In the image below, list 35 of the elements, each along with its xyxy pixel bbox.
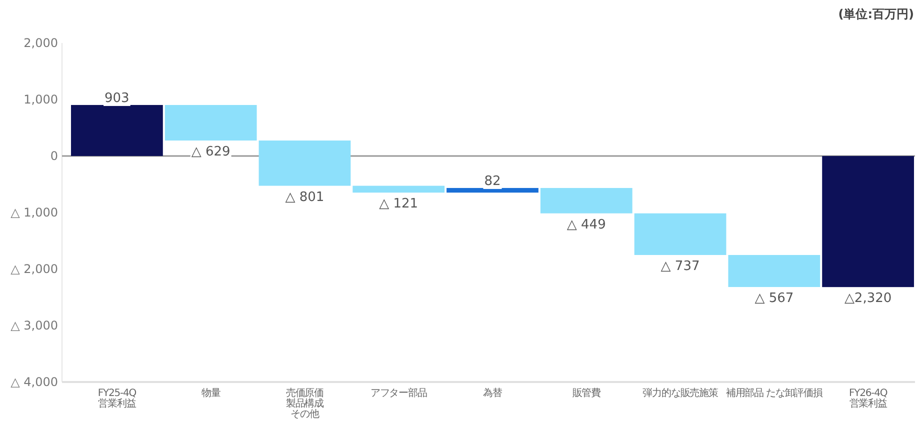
data-label: △ 737 (660, 258, 700, 274)
text: (単位:百万円) (838, 7, 914, 21)
bar (258, 140, 351, 186)
x-tick-label: FY25-4Q 営業利益 (98, 388, 137, 410)
data-label: △ 801 (285, 190, 324, 205)
bar (728, 254, 820, 288)
y-tick-label: 1,000 (24, 92, 58, 106)
data-label: △ 629 (191, 144, 230, 160)
y-tick-label: 2,000 (24, 36, 58, 50)
y-tick-label: 0 (50, 149, 58, 163)
bar (352, 186, 445, 193)
y-tick-label: △ 1,000 (10, 206, 58, 220)
x-tick-label: FY26-4Q 営業利益 (848, 388, 888, 410)
data-label: 903 (104, 90, 130, 106)
x-tick-label: 販管費 (572, 387, 602, 399)
x-tick-label: アフター部品 (370, 387, 428, 399)
bar (446, 188, 538, 193)
x-tick-label: 物量 (201, 388, 221, 399)
y-tick-label: △ 4,000 (10, 375, 58, 389)
bar (164, 104, 257, 141)
x-tick-label: 弾力的な販売施策 (642, 387, 718, 399)
y-tick-label: △ 3,000 (10, 318, 58, 332)
bar (822, 156, 914, 288)
x-tick-label: 補用部品 たな卸評価損 (726, 387, 824, 399)
x-tick-label: 売価原価製品構成その他 (286, 387, 324, 420)
data-label: △ 567 (754, 291, 794, 306)
data-label: 82 (484, 174, 501, 189)
bar (634, 213, 726, 255)
y-tick-label: △ 2,000 (10, 262, 58, 276)
x-tick-label: 為替 (483, 387, 502, 399)
data-label: △2,320 (844, 291, 892, 306)
bar (540, 188, 632, 214)
data-label: △ 449 (566, 217, 606, 232)
data-label: △ 121 (379, 196, 418, 212)
bar (71, 104, 163, 156)
